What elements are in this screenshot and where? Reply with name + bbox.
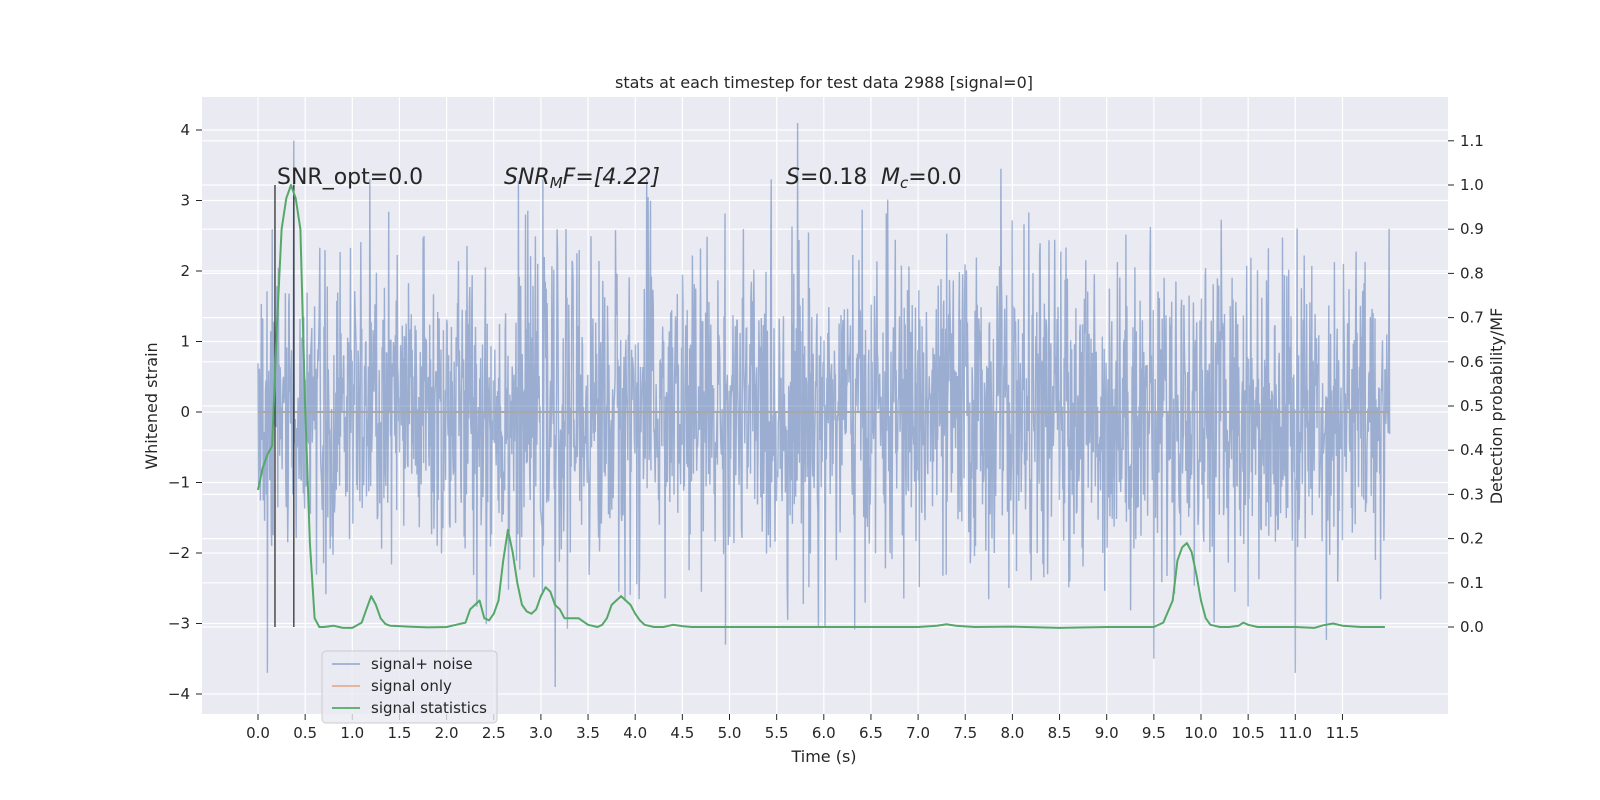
x-tick-label: 10.0 <box>1184 724 1217 742</box>
x-tick-labels: 0.0 0.5 1.0 1.5 2.0 2.5 3.0 3.5 4.0 4.5 5.0 5.5 6.0 6… <box>246 714 1359 742</box>
x-tick-label: 6.5 <box>859 724 883 742</box>
x-tick-label: 7.5 <box>953 724 977 742</box>
x-tick-label: 3.5 <box>576 724 600 742</box>
y2-tick-label: 0.2 <box>1460 530 1484 548</box>
x-tick-label: 9.0 <box>1095 724 1119 742</box>
x-tick-label: 10.5 <box>1231 724 1264 742</box>
x-tick-label: 6.0 <box>812 724 836 742</box>
y2-tick-label: 1.1 <box>1460 132 1484 150</box>
legend-label-signal-noise: signal+ noise <box>371 655 473 673</box>
y-tick-label: 0 <box>180 403 190 421</box>
y2-tick-label: 0.3 <box>1460 485 1484 503</box>
x-tick-label: 4.0 <box>623 724 647 742</box>
x-tick-label: 4.5 <box>670 724 694 742</box>
y2-tick-label: 0.6 <box>1460 353 1484 371</box>
y-tick-label: −2 <box>168 544 190 562</box>
vertical-markers <box>274 185 295 627</box>
x-tick-label: 1.5 <box>388 724 412 742</box>
signal-noise-line <box>257 122 1391 688</box>
y2-tick-label: 0.0 <box>1460 618 1484 636</box>
y-tick-label: 2 <box>180 262 190 280</box>
annotation-snr-opt: SNR_opt=0.0 <box>277 165 423 190</box>
y-tick-label: −3 <box>168 615 190 633</box>
x-tick-label: 5.5 <box>765 724 789 742</box>
y2-axis-label: Detection probability/MF <box>1487 308 1506 505</box>
x-tick-label: 1.0 <box>340 724 364 742</box>
annotation-s: S=0.18 <box>786 165 867 190</box>
y2-tick-label: 0.8 <box>1460 264 1484 282</box>
x-tick-label: 2.5 <box>482 724 506 742</box>
y-axis-label: Whitened strain <box>142 342 161 469</box>
x-tick-label: 8.5 <box>1048 724 1072 742</box>
series-signal-noise <box>257 122 1391 688</box>
legend-label-signal-only: signal only <box>371 677 452 695</box>
x-tick-label: 3.0 <box>529 724 553 742</box>
signal-statistics-line <box>257 184 1385 629</box>
legend-label-signal-statistics: signal statistics <box>371 699 487 717</box>
y2-tick-label: 0.1 <box>1460 574 1484 592</box>
y-tick-label: 3 <box>180 192 190 210</box>
x-axis-label: Time (s) <box>790 747 856 766</box>
y-tick-labels: −4 −3 −2 −1 0 1 2 3 4 <box>168 121 202 703</box>
annotation-mc: Mc=0.0 <box>881 165 962 192</box>
annotation-snr-mf: SNRMF=[4.22] <box>504 165 660 192</box>
x-tick-label: 11.5 <box>1326 724 1359 742</box>
y-tick-label: 4 <box>180 121 190 139</box>
legend: signal+ noise signal only signal statist… <box>321 650 498 724</box>
y-tick-label: −4 <box>168 685 190 703</box>
y2-tick-label: 0.5 <box>1460 397 1484 415</box>
y2-tick-label: 0.7 <box>1460 309 1484 327</box>
x-tick-label: 2.0 <box>435 724 459 742</box>
x-tick-label: 0.5 <box>293 724 317 742</box>
y2-tick-labels: 0.0 0.1 0.2 0.3 0.4 0.5 0.6 0.7 0.8 0.9 1.0 1.1 <box>1448 132 1484 636</box>
x-tick-label: 5.0 <box>718 724 742 742</box>
legend-box <box>321 650 498 724</box>
x-tick-label: 8.0 <box>1000 724 1024 742</box>
y2-tick-label: 1.0 <box>1460 176 1484 194</box>
x-tick-label: 7.0 <box>906 724 930 742</box>
x-tick-label: 0.0 <box>246 724 270 742</box>
y2-tick-label: 0.4 <box>1460 441 1484 459</box>
x-tick-label: 11.0 <box>1279 724 1312 742</box>
y-tick-label: −1 <box>168 474 190 492</box>
y-tick-label: 1 <box>180 333 190 351</box>
series-signal-statistics <box>257 184 1385 629</box>
y2-tick-label: 0.9 <box>1460 220 1484 238</box>
x-tick-label: 9.5 <box>1142 724 1166 742</box>
chart-title: stats at each timestep for test data 298… <box>615 73 1033 92</box>
